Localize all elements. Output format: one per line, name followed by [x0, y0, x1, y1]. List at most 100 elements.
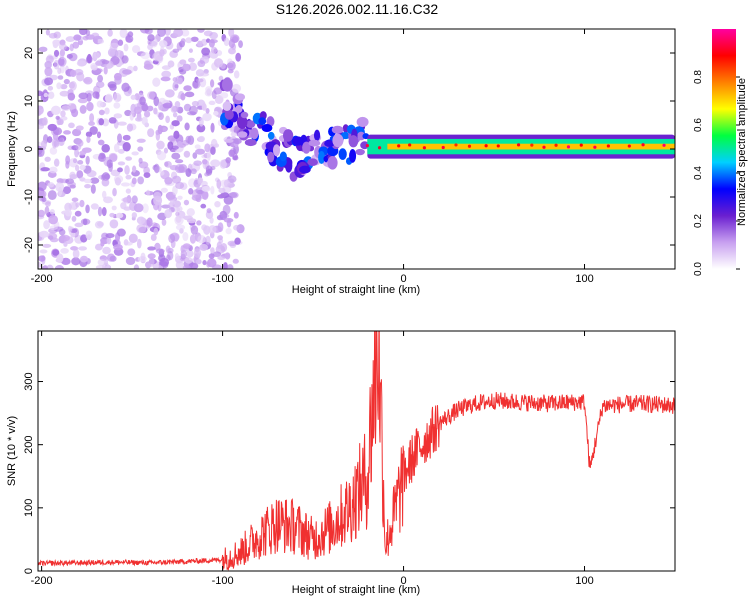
spectrogram-signal-blob [318, 150, 325, 164]
spectrogram-blob [121, 55, 129, 64]
spectrogram-blob [90, 177, 100, 184]
spectrogram-blob [190, 225, 199, 235]
spectrogram-blob [41, 196, 47, 203]
spectrogram-blob [77, 98, 88, 104]
spectrogram-blob [205, 235, 211, 245]
spectrogram-blob [173, 29, 184, 37]
spectrogram-signal-blob [302, 141, 311, 154]
spectrogram-signal-blob [355, 148, 365, 156]
spectrogram-blob [54, 265, 64, 269]
spectrogram-signal-blob [338, 148, 347, 160]
spectrogram-blob [70, 231, 76, 238]
spectrogram-blob [93, 38, 99, 44]
spectrogram-blob [52, 39, 61, 47]
spectrogram-blob [60, 248, 69, 254]
spectrogram-blob [75, 125, 84, 131]
spectrogram-blob [44, 156, 51, 162]
spectrogram-blob [172, 112, 178, 118]
spectrogram-blob [119, 29, 128, 38]
spectrogram-blob [82, 218, 88, 226]
spectrogram-blob [109, 42, 119, 49]
spectrogram-blob [130, 94, 137, 100]
spectrogram-blob [143, 110, 151, 118]
spectrogram-blob [47, 85, 54, 91]
spectrogram-blob [153, 107, 158, 115]
spectrogram-blob [197, 234, 206, 244]
spectrogram-blob [67, 92, 76, 101]
spectrogram-blob [138, 157, 143, 164]
spectrogram-blob [225, 157, 231, 164]
spectrogram-blob [147, 253, 156, 260]
spectrogram-blob [164, 209, 172, 219]
spectrogram-blob [167, 60, 175, 68]
spectrogram-blob [172, 48, 180, 53]
spectrogram-blob [52, 249, 60, 256]
spectrogram-blob [117, 39, 124, 46]
spectrogram-blob [201, 190, 209, 201]
spectrogram-blob [40, 167, 50, 172]
spectrogram-signal-blob [240, 111, 249, 119]
spectrogram-blob [140, 29, 150, 34]
spectrogram-blob [188, 262, 199, 269]
tone-peak [365, 144, 369, 148]
spectrogram-blob [233, 211, 239, 219]
spectrogram-blob [48, 214, 59, 225]
spectrogram-blob [85, 155, 90, 165]
spectrogram-blob [60, 110, 66, 118]
spectrogram-blob [211, 90, 217, 100]
x-tick-label: 100 [575, 273, 593, 285]
spectrogram-blob [124, 241, 133, 246]
tone-peak [397, 144, 401, 148]
tone-peak [408, 143, 412, 147]
spectrogram-blob [173, 130, 180, 140]
spectrogram-blob [209, 247, 215, 253]
spectrogram-blob [227, 175, 237, 183]
spectrogram-blob [174, 253, 180, 261]
spectrogram-blob [187, 57, 195, 63]
spectrogram-blob [57, 56, 67, 67]
spectrogram-blob [133, 65, 138, 72]
spectrogram-blob [127, 248, 136, 256]
spectrogram-blob [190, 36, 199, 42]
spectrogram-signal-blob [224, 109, 234, 120]
spectrogram-blob [177, 195, 183, 200]
spectrogram-signal-blob [327, 156, 338, 170]
spectrogram-marks [38, 29, 675, 269]
snr-series-line [38, 331, 675, 571]
spectrogram-blob [163, 147, 169, 154]
spectrogram-blob [67, 181, 76, 187]
y-tick-label: 0 [23, 568, 35, 574]
spectrogram-blob [72, 41, 80, 49]
spectrogram-blob [74, 148, 79, 158]
spectrogram-blob [118, 148, 125, 154]
spectrogram-blob [97, 74, 104, 83]
spectrogram-signal-blob [279, 151, 287, 162]
spectrogram-blob [97, 206, 103, 217]
spectrogram-blob [196, 124, 206, 133]
spectrogram-blob [162, 127, 167, 132]
spectrogram-blob [159, 257, 170, 267]
spectrogram-blob [39, 249, 48, 254]
y-tick-label: 100 [23, 499, 35, 517]
spectrogram-blob [98, 109, 105, 116]
spectrogram-blob [113, 143, 120, 153]
spectrogram-blob [38, 141, 42, 147]
spectrogram-blob [197, 40, 203, 47]
spectrogram-blob [199, 72, 210, 77]
spectrogram-blob [218, 187, 226, 194]
spectrogram-blob [137, 146, 144, 152]
spectrogram-blob [228, 47, 236, 55]
spectrogram-blob [183, 150, 191, 158]
spectrogram-blob [182, 264, 191, 269]
spectrogram-blob [97, 139, 105, 146]
spectrogram-blob [95, 264, 106, 269]
spectrogram-blob [122, 134, 131, 141]
spectrogram-blob [106, 236, 112, 245]
y-tick-label: 0 [23, 146, 35, 152]
spectrogram-blob [102, 246, 111, 255]
spectrogram-blob [71, 197, 79, 202]
spectrogram-blob [83, 76, 93, 85]
spectrogram-blob [38, 181, 47, 192]
spectrogram-blob [125, 188, 131, 194]
